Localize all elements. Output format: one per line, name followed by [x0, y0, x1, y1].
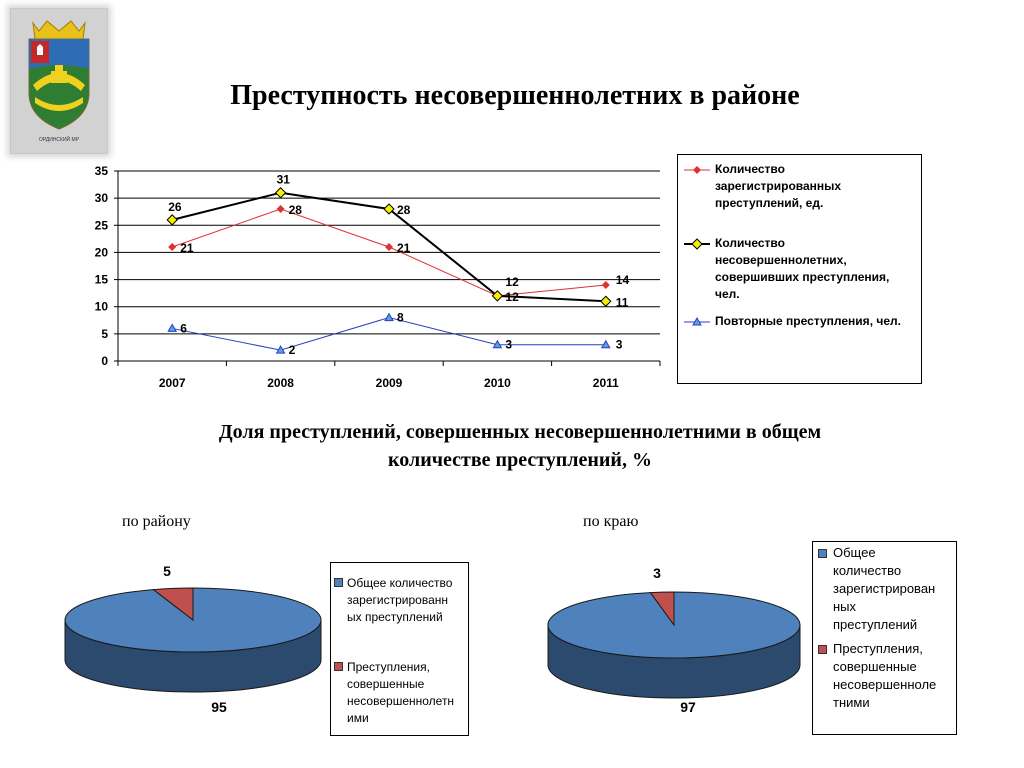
pie-0-legend-label-1-line-1: совершенные	[347, 677, 425, 691]
x-tick-label-2009: 2009	[376, 376, 403, 390]
line-chart-grid	[118, 170, 660, 335]
series-1-label-3: 12	[505, 275, 519, 289]
pie-district-title: по району	[122, 513, 191, 530]
y-tick-label-5: 5	[101, 327, 108, 341]
series-0-label-3: 12	[505, 290, 519, 304]
pie-1-legend-label-1-line-3: тними	[833, 695, 870, 710]
pie-0-slice-1	[152, 587, 194, 622]
series-0-label-1: 28	[289, 203, 303, 217]
series-2-label-0: 6	[180, 321, 187, 335]
y-tick-label-0: 0	[101, 354, 108, 368]
coat-of-arms-logo: ОРДИНСКИЙ МР	[10, 8, 108, 154]
series-1-label-0: 26	[168, 200, 182, 214]
pie-section-title: Доля преступлений, совершенных несоверше…	[160, 418, 880, 474]
series-2-label-3: 3	[505, 338, 512, 352]
series-2-point-4	[600, 339, 611, 349]
series-2-point-2	[384, 312, 394, 322]
series-0-point-1	[276, 205, 285, 213]
series-1-point-3	[491, 290, 504, 302]
y-tick-label-10: 10	[95, 300, 109, 314]
pie-1-legend-label-0-line-1: количество	[833, 563, 902, 578]
pie-region-legend	[812, 541, 957, 735]
series-0-label-0: 21	[180, 241, 194, 255]
y-tick-label-20: 20	[95, 245, 109, 259]
legend-label-0-line-0: Количество	[715, 162, 785, 176]
pie-1-legend-label-0-line-3: ных	[833, 599, 857, 614]
pie-1-legend-label-1-line-2: несовершенноле	[833, 677, 937, 692]
line-chart-series	[166, 187, 612, 354]
crest-caption: ОРДИНСКИЙ МР	[38, 137, 80, 143]
x-tick-label-2010: 2010	[484, 376, 511, 390]
pie-0-legend-label-1-line-0: Преступления,	[347, 660, 430, 674]
pie-1-legend-label-0-line-0: Общее	[833, 545, 876, 560]
pie-1-legend-label-1-line-1: совершенные	[833, 659, 917, 674]
series-1-label-4: 11	[616, 295, 629, 309]
legend-label-0-line-2: преступлений, ед.	[715, 196, 824, 210]
series-1-point-4	[600, 295, 612, 307]
legend-label-1-line-1: несовершеннолетних,	[715, 253, 847, 267]
series-2-point-3	[492, 339, 503, 349]
legend-label-1-line-3: чел.	[715, 287, 740, 301]
pie-section-title-line1: Доля преступлений, совершенных несоверше…	[218, 421, 822, 443]
series-0-point-2	[385, 243, 393, 251]
pie-district-legend	[330, 562, 469, 736]
y-tick-label-30: 30	[95, 191, 109, 205]
x-tick-label-2008: 2008	[267, 376, 294, 390]
pie-1-legend-label-0-line-2: зарегистрирован	[833, 581, 936, 596]
series-2-label-2: 8	[397, 311, 404, 325]
slide-title: Преступность несовершеннолетних в районе	[230, 80, 800, 111]
series-2-point-1	[275, 345, 286, 354]
legend-label-1-line-0: Количество	[715, 236, 785, 250]
pie-0-legend-label-1-line-2: несовершеннолетн	[347, 694, 455, 708]
crest-icon	[28, 20, 90, 130]
legend-label-2-line-0: Повторные преступления, чел.	[715, 314, 901, 328]
series-1-point-2	[383, 203, 395, 215]
x-tick-label-2007: 2007	[159, 376, 186, 390]
series-0-label-4: 14	[616, 273, 630, 287]
pie-1-legend-swatch-1	[818, 645, 827, 654]
line-chart-legend	[677, 154, 922, 384]
pie-0-legend-label-1-line-3: ими	[347, 711, 369, 725]
pie-1-slice-1	[649, 591, 675, 627]
series-0-point-4	[601, 281, 610, 289]
series-2-label-1: 2	[289, 343, 296, 357]
pie-0-legend-label-0-line-1: зарегистрированн	[347, 593, 448, 607]
legend-label-0-line-1: зарегистрированных	[715, 179, 842, 193]
series-1-point-1	[274, 187, 287, 199]
pie-0-value-label-0: 95	[211, 699, 227, 715]
pie-1-legend-label-1-line-0: Преступления,	[833, 641, 923, 656]
pie-0-legend-label-0-line-0: Общее количество	[347, 576, 453, 590]
line-chart-axes: 0 5 10 15 20 25 30 35 2007 2008 2009 2010 2011	[95, 164, 661, 390]
pie-0-value-label-1: 5	[163, 563, 171, 579]
series-1-point-0	[166, 214, 178, 226]
legend-label-1-line-2: совершивших преступления,	[715, 270, 890, 284]
y-tick-label-35: 35	[95, 164, 109, 178]
series-2-point-0	[167, 323, 178, 332]
pie-section-title-line2: количестве преступлений, %	[388, 449, 652, 471]
pie-0-legend-swatch-1	[334, 662, 343, 671]
series-0-point-0	[168, 243, 177, 251]
x-tick-label-2011: 2011	[593, 376, 619, 390]
y-tick-label-15: 15	[95, 273, 109, 287]
y-tick-label-25: 25	[95, 218, 109, 232]
pie-1-value-label-1: 3	[653, 565, 661, 581]
series-2-label-4: 3	[616, 338, 623, 352]
pie-1-value-label-0: 97	[680, 699, 696, 715]
series-1-label-2: 28	[397, 203, 411, 217]
pie-0-legend-label-0-line-2: ых преступлений	[347, 610, 443, 624]
pie-region-title: по краю	[583, 513, 639, 530]
pie-0-legend-swatch-0	[334, 578, 343, 587]
pie-1-legend-swatch-0	[818, 549, 827, 558]
series-0-label-2: 21	[397, 241, 411, 255]
series-1-label-1: 31	[277, 173, 291, 187]
pie-1-legend-label-0-line-4: преступлений	[833, 617, 918, 632]
